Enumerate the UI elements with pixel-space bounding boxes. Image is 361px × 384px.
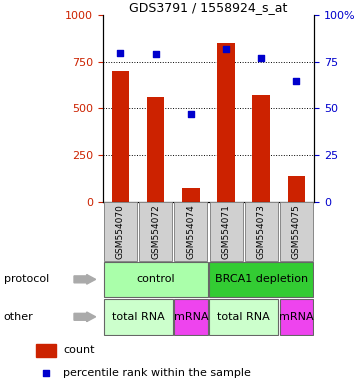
- Point: [258, 55, 264, 61]
- Text: other: other: [4, 312, 33, 322]
- Bar: [147, 97, 165, 202]
- Bar: [217, 43, 235, 202]
- Point: [293, 78, 299, 84]
- Text: total RNA: total RNA: [217, 312, 270, 322]
- Text: total RNA: total RNA: [112, 312, 165, 322]
- Text: GSM554072: GSM554072: [151, 204, 160, 259]
- Bar: [182, 188, 200, 202]
- Text: GSM554075: GSM554075: [292, 204, 301, 259]
- Bar: [288, 175, 305, 202]
- FancyBboxPatch shape: [279, 299, 313, 335]
- FancyBboxPatch shape: [104, 299, 173, 335]
- Text: GSM554071: GSM554071: [222, 204, 231, 259]
- Title: GDS3791 / 1558924_s_at: GDS3791 / 1558924_s_at: [129, 1, 288, 14]
- Bar: [36, 344, 56, 357]
- Text: percentile rank within the sample: percentile rank within the sample: [63, 368, 251, 379]
- Point: [223, 46, 229, 52]
- Text: count: count: [63, 345, 95, 356]
- Point: [43, 370, 49, 376]
- Text: BRCA1 depletion: BRCA1 depletion: [215, 274, 308, 285]
- FancyBboxPatch shape: [174, 202, 208, 260]
- Point: [188, 111, 194, 117]
- FancyBboxPatch shape: [209, 202, 243, 260]
- Text: mRNA: mRNA: [279, 312, 314, 322]
- Text: GSM554073: GSM554073: [257, 204, 266, 259]
- FancyBboxPatch shape: [209, 262, 313, 296]
- Bar: [252, 94, 270, 202]
- Bar: [112, 71, 129, 202]
- Text: mRNA: mRNA: [174, 312, 208, 322]
- FancyBboxPatch shape: [139, 202, 172, 260]
- FancyBboxPatch shape: [104, 202, 137, 260]
- Point: [153, 51, 158, 58]
- Text: GSM554070: GSM554070: [116, 204, 125, 259]
- FancyBboxPatch shape: [174, 299, 208, 335]
- FancyBboxPatch shape: [280, 202, 313, 260]
- FancyBboxPatch shape: [104, 262, 208, 296]
- Point: [118, 50, 123, 56]
- FancyBboxPatch shape: [245, 202, 278, 260]
- Text: GSM554074: GSM554074: [186, 204, 195, 259]
- Text: protocol: protocol: [4, 274, 49, 285]
- FancyBboxPatch shape: [209, 299, 278, 335]
- Text: control: control: [136, 274, 175, 285]
